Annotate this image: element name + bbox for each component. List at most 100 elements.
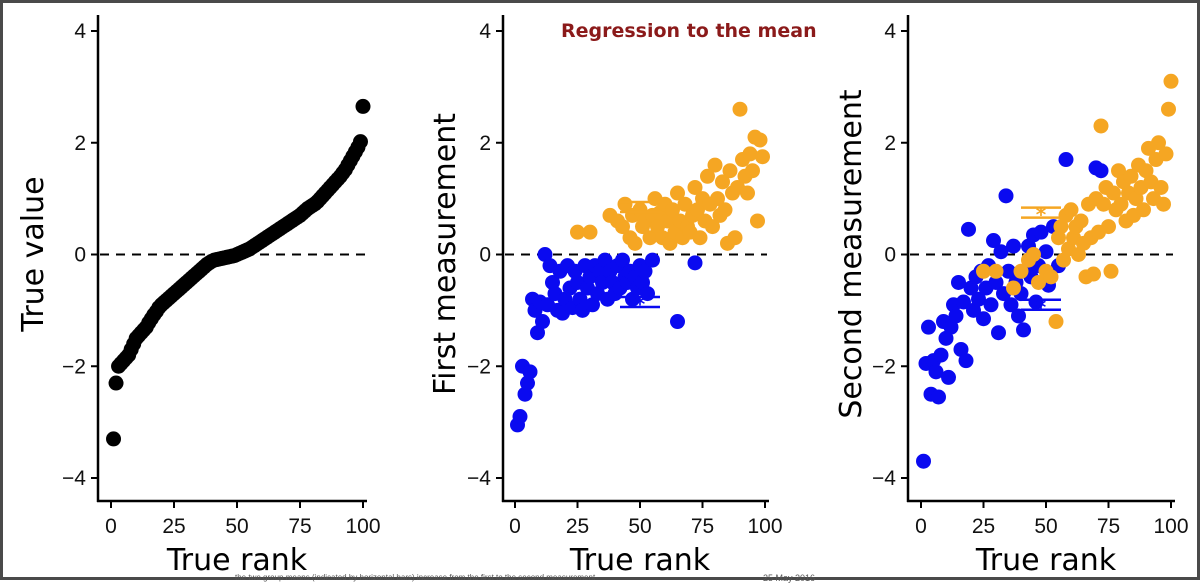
data-point <box>635 274 650 290</box>
y-tick-label: 2 <box>74 132 86 155</box>
data-point <box>662 235 678 251</box>
data-point <box>941 369 956 385</box>
x-tick-label: 75 <box>288 515 311 538</box>
data-point <box>570 224 585 240</box>
data-point <box>710 191 725 207</box>
y-axis-label: True value <box>16 176 51 332</box>
data-point <box>1056 252 1071 268</box>
data-point <box>597 252 613 268</box>
data-point <box>1161 101 1176 117</box>
data-point <box>732 101 748 117</box>
data-point <box>727 230 743 246</box>
data-point <box>707 157 723 173</box>
y-tick-label: 0 <box>479 244 491 267</box>
data-point <box>677 196 693 212</box>
y-tick-label: 4 <box>884 20 896 43</box>
x-tick-label: 50 <box>1034 515 1057 538</box>
data-point <box>106 431 122 447</box>
figure-date: 25 May 2016 <box>763 573 816 583</box>
data-point <box>1063 202 1079 218</box>
data-point <box>953 341 969 357</box>
group-mean-blue: * <box>620 292 660 316</box>
data-point <box>512 409 528 425</box>
x-tick-label: 25 <box>566 515 589 538</box>
y-tick-label: 0 <box>74 244 86 267</box>
series-black <box>106 98 371 447</box>
x-tick-label: 100 <box>345 515 380 538</box>
data-point <box>951 274 966 290</box>
data-point <box>755 149 770 165</box>
data-point <box>1001 263 1016 279</box>
data-point <box>1156 196 1171 212</box>
y-axis-label: First measurement <box>428 113 463 395</box>
data-point <box>1058 152 1074 168</box>
data-point <box>517 386 533 402</box>
data-point <box>352 134 368 150</box>
panel-1: 4 2 0 −2 −4 0 25 50 75 100 True rank True value <box>16 15 381 577</box>
data-point <box>687 179 703 195</box>
data-point <box>1103 263 1119 279</box>
data-point <box>1093 163 1109 179</box>
data-point <box>988 263 1004 279</box>
data-point <box>1073 213 1089 229</box>
data-point <box>625 291 640 307</box>
data-point <box>108 375 124 391</box>
data-point <box>1113 196 1129 212</box>
data-point <box>660 213 675 229</box>
y-tick-label: 2 <box>479 132 491 155</box>
figure-title: Regression to the mean <box>561 20 817 42</box>
data-point <box>976 311 991 327</box>
y-tick-label: −2 <box>467 355 491 378</box>
data-point <box>1006 280 1021 296</box>
y-axis-label: Second measurement <box>834 89 869 418</box>
data-point <box>933 347 949 363</box>
data-point <box>1153 179 1169 195</box>
data-point <box>961 221 976 237</box>
x-axis-label: True rank <box>569 543 711 577</box>
data-point <box>530 325 545 341</box>
series-orange <box>570 101 770 251</box>
data-point <box>687 255 703 271</box>
y-tick-label: 4 <box>479 20 491 43</box>
data-point <box>715 174 730 190</box>
data-point <box>928 364 944 380</box>
data-point <box>700 168 715 184</box>
data-point <box>1011 308 1026 324</box>
data-point <box>545 274 560 290</box>
data-point <box>963 280 979 296</box>
series-orange <box>976 73 1179 330</box>
data-point <box>745 163 760 179</box>
data-point <box>1136 202 1151 218</box>
data-point <box>705 219 720 235</box>
data-point <box>1053 219 1069 235</box>
data-point <box>615 252 630 268</box>
data-point <box>1043 269 1059 285</box>
data-point <box>966 302 981 318</box>
y-tick-label: 2 <box>884 132 896 155</box>
data-point <box>717 202 733 218</box>
data-point <box>1048 314 1064 330</box>
data-point <box>943 319 959 335</box>
y-tick-label: −4 <box>62 467 86 490</box>
data-point <box>537 247 553 262</box>
data-point <box>938 330 954 346</box>
data-point <box>690 202 705 218</box>
data-point <box>1128 191 1144 207</box>
x-tick-label: 100 <box>747 515 782 538</box>
data-point <box>988 274 1004 290</box>
series-blue <box>510 247 703 433</box>
data-point <box>1106 185 1121 201</box>
data-point <box>645 252 660 268</box>
y-tick-label: −2 <box>872 355 896 378</box>
data-point <box>615 219 630 235</box>
data-point <box>1033 224 1049 240</box>
data-point <box>1086 266 1101 282</box>
data-point <box>627 235 643 251</box>
figure-svg: 4 2 0 −2 −4 0 25 50 75 100 True rank True value 4 2 0 −… <box>16 15 1189 577</box>
data-point <box>535 314 550 330</box>
data-point <box>632 202 648 218</box>
x-tick-label: 0 <box>509 515 521 538</box>
data-point <box>740 185 755 201</box>
group-mean-orange: * <box>1021 203 1061 227</box>
